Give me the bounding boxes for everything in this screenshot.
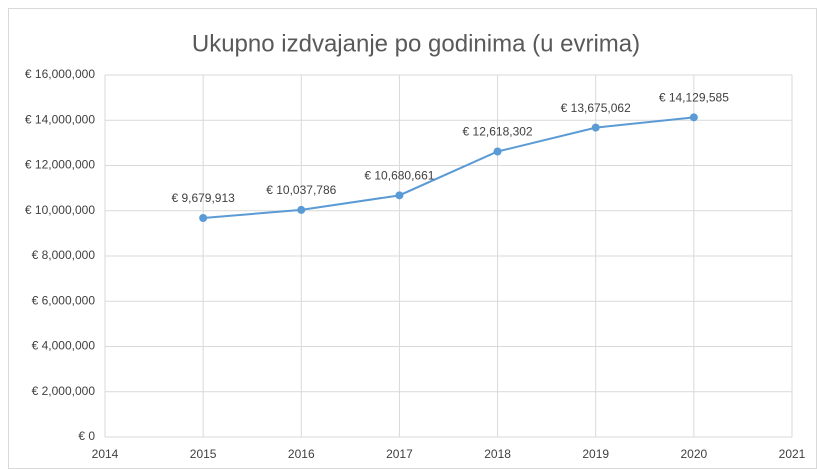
- chart-title: Ukupno izdvajanje po godinima (u evrima): [192, 30, 640, 57]
- x-tick-label: 2016: [288, 447, 315, 461]
- x-tick-label: 2021: [779, 447, 806, 461]
- x-tick-label: 2014: [92, 447, 119, 461]
- y-tick-label: € 16,000,000: [25, 67, 95, 81]
- marker: [395, 191, 404, 200]
- y-tick-label: € 8,000,000: [32, 248, 96, 262]
- marker: [591, 123, 600, 132]
- data-label: € 13,675,062: [561, 101, 631, 115]
- marker: [297, 205, 306, 214]
- y-tick-label: € 14,000,000: [25, 112, 95, 126]
- x-tick-label: 2015: [190, 447, 217, 461]
- y-tick-label: € 2,000,000: [32, 384, 96, 398]
- y-tick-label: € 10,000,000: [25, 203, 95, 217]
- x-tick-label: 2019: [582, 447, 609, 461]
- chart-border: [8, 8, 817, 469]
- y-tick-label: € 12,000,000: [25, 158, 95, 172]
- data-label: € 9,679,913: [171, 191, 235, 205]
- x-tick-label: 2017: [386, 447, 413, 461]
- x-tick-label: 2018: [484, 447, 511, 461]
- data-label: € 12,618,302: [463, 125, 533, 139]
- y-tick-label: € 0: [78, 429, 95, 443]
- line: [203, 116, 694, 219]
- data-label: € 10,037,786: [266, 183, 336, 197]
- data-label: € 14,129,585: [659, 90, 729, 104]
- x-tick-label: 2020: [681, 447, 708, 461]
- marker: [199, 213, 208, 222]
- y-tick-label: € 6,000,000: [32, 293, 96, 307]
- marker: [493, 147, 502, 156]
- marker: [689, 113, 698, 122]
- y-tick-label: € 4,000,000: [32, 339, 96, 353]
- data-label: € 10,680,661: [364, 169, 434, 183]
